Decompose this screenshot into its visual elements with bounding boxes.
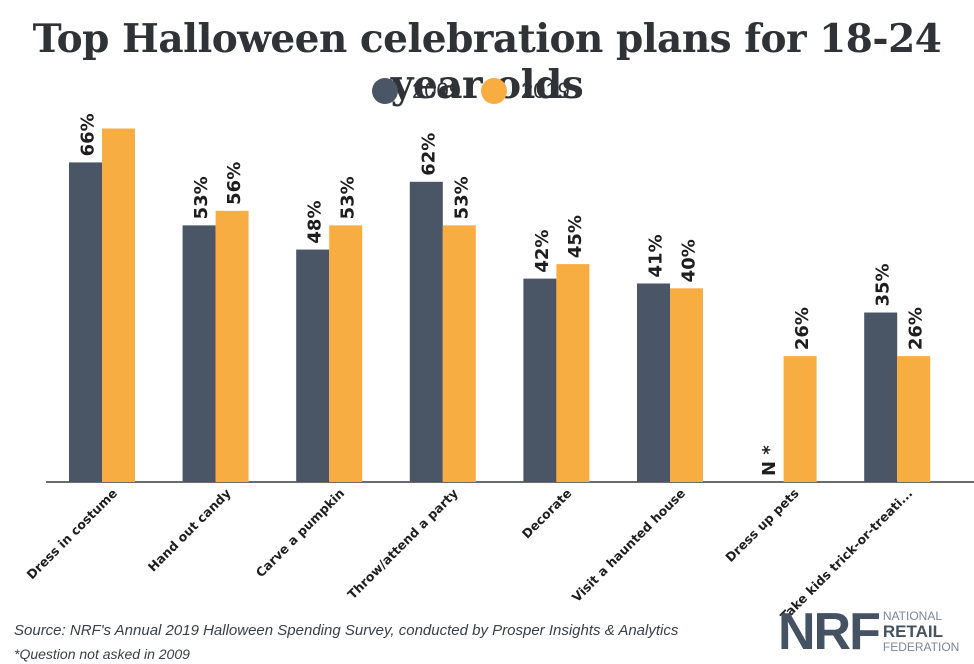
data-label-2009-5: 41% [646, 234, 667, 277]
bar-2009-1 [182, 225, 216, 483]
data-label-2019-1: 56% [224, 162, 245, 205]
bar-2009-7 [864, 312, 898, 482]
legend-swatch-2019 [480, 78, 507, 104]
data-label-2019-2: 53% [338, 176, 359, 219]
data-label-2009-2: 48% [305, 200, 326, 243]
bar-2009-4 [523, 278, 557, 482]
data-label-2009-0: 66% [78, 113, 99, 156]
x-tick-label-4: Decorate [519, 486, 575, 542]
x-tick-label-0: Dress in costume [24, 486, 121, 583]
logo-line-3: FEDERATION [882, 639, 960, 654]
logo-wordmark: NATIONAL RETAIL FEDERATION [883, 610, 959, 653]
data-label-2009-6: N * [759, 445, 780, 476]
bar-2019-5 [670, 288, 703, 482]
legend-label-2019: 2019 [520, 78, 570, 103]
bar-2019-2 [329, 225, 363, 483]
x-tick-label-3: Throw/attend a party [344, 486, 461, 603]
data-label-2009-4: 42% [532, 230, 553, 273]
data-label-2019-5: 40% [679, 239, 700, 282]
legend-item-2019: 2019 [480, 78, 570, 104]
chart-legend: 2009 2019 [372, 78, 590, 104]
data-label-2019-7: 26% [906, 307, 927, 350]
x-tick-label-6: Dress up pets [722, 486, 801, 565]
data-label-2019-3: 53% [451, 176, 472, 219]
data-label-2019-6: 26% [792, 307, 813, 350]
legend-swatch-2009 [372, 78, 398, 104]
data-label-2009-3: 62% [418, 133, 439, 176]
bar-2019-6 [783, 356, 817, 482]
bar-2009-3 [409, 181, 443, 482]
legend-label-2009: 2009 [412, 78, 461, 103]
logo-line-1: NATIONAL [882, 609, 942, 624]
x-tick-label-5: Visit a haunted house [569, 486, 688, 605]
bar-2019-0 [102, 128, 135, 483]
logo-mark: NRF [778, 603, 881, 661]
bar-2019-3 [442, 225, 476, 483]
bar-2019-4 [556, 264, 590, 482]
bar-2009-5 [637, 283, 670, 482]
bar-2009-2 [296, 249, 330, 482]
bar-2019-7 [897, 356, 931, 482]
bar-2009-0 [69, 162, 102, 482]
logo-line-2: RETAIL [882, 622, 943, 642]
nrf-logo: NRF NATIONAL RETAIL FEDERATION [778, 606, 959, 658]
x-tick-label-1: Hand out candy [145, 486, 234, 575]
legend-item-2009: 2009 [372, 78, 461, 104]
x-tick-label-2: Carve a pumpkin [253, 486, 348, 581]
footnote: *Question not asked in 2009 [14, 646, 190, 662]
data-label-2009-1: 53% [191, 176, 212, 219]
data-label-2009-7: 35% [873, 263, 894, 306]
bar-2019-1 [215, 210, 249, 482]
source-note: Source: NRF's Annual 2019 Halloween Spen… [14, 622, 679, 639]
data-label-2019-4: 45% [565, 215, 586, 258]
